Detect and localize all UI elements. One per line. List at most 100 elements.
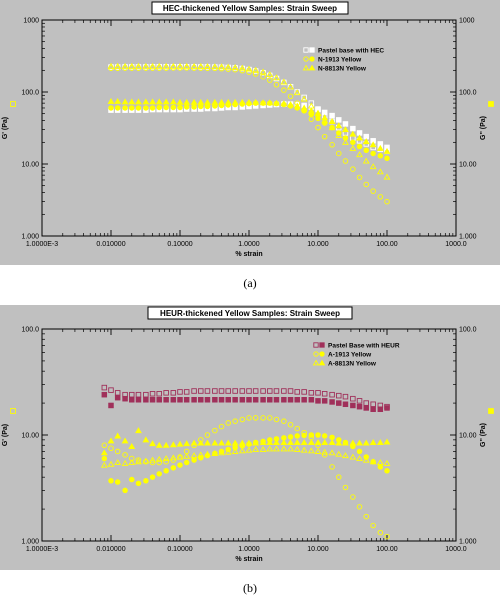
y-tick-label-right: 10.00	[459, 433, 477, 440]
data-point	[239, 397, 246, 403]
data-point	[383, 173, 391, 180]
data-point	[142, 98, 150, 105]
data-point	[183, 452, 191, 459]
data-point	[300, 104, 308, 111]
data-point	[211, 450, 219, 456]
data-point	[204, 439, 211, 446]
y-axis-label-left: G' (Pa)	[2, 424, 9, 446]
data-point	[287, 421, 294, 428]
chart-title-box	[147, 306, 353, 320]
data-point	[356, 448, 363, 455]
data-point	[383, 459, 391, 466]
data-point	[121, 459, 129, 466]
data-point	[260, 415, 266, 421]
y-tick-label-right: 100.0	[459, 90, 477, 97]
data-point	[308, 390, 315, 396]
data-point	[336, 392, 342, 399]
x-tick-label: 1.0000E-3	[26, 241, 58, 248]
y-tick-label-right: 10.00	[459, 162, 477, 169]
y-axis-label-right: G'' (Pa)	[480, 116, 487, 140]
data-point	[218, 388, 225, 394]
data-point	[294, 397, 300, 403]
series-0-pastel-base-with-heur	[101, 384, 390, 410]
data-point	[191, 388, 197, 394]
data-point	[362, 456, 370, 463]
data-point	[335, 450, 343, 457]
data-point	[224, 63, 232, 70]
data-point	[329, 112, 335, 119]
data-point	[321, 390, 328, 397]
data-point	[128, 62, 136, 69]
data-point	[114, 479, 121, 485]
legend-label: A-1913 Yellow	[328, 352, 372, 359]
y-tick-label-left: 1.000	[21, 539, 39, 546]
data-point	[350, 166, 356, 172]
side-marker-right	[488, 408, 494, 414]
data-point	[294, 425, 300, 432]
legend-marker-open	[313, 342, 319, 348]
data-point	[356, 455, 363, 462]
data-point	[315, 432, 321, 438]
data-point	[169, 62, 177, 69]
data-point	[100, 461, 108, 468]
data-point	[239, 388, 246, 394]
data-point	[363, 400, 369, 406]
data-point	[114, 105, 121, 111]
data-point	[212, 388, 218, 394]
data-point	[212, 427, 218, 434]
data-point	[363, 181, 369, 188]
data-point	[100, 449, 108, 456]
data-point	[155, 98, 163, 105]
data-point	[287, 434, 294, 440]
chart-panel-heur: HEUR-thickened Yellow Samples: Strain Sw…	[0, 305, 500, 570]
data-point	[204, 432, 211, 438]
data-point	[342, 138, 349, 145]
data-point	[314, 439, 322, 446]
data-point	[114, 62, 122, 69]
data-point	[328, 449, 336, 456]
data-point	[176, 440, 184, 447]
data-point	[280, 100, 288, 107]
data-point	[315, 398, 321, 404]
data-point	[384, 405, 390, 411]
data-point	[218, 397, 225, 403]
data-point	[122, 487, 128, 494]
data-point	[273, 397, 280, 403]
data-point	[143, 397, 149, 403]
chart-panel-hec: HEC-thickened Yellow Samples: Strain Swe…	[0, 0, 500, 265]
data-point	[129, 105, 135, 111]
data-point	[377, 194, 384, 200]
data-point	[281, 87, 287, 93]
series-4-a-8813n-yellow	[100, 445, 391, 468]
data-point	[155, 441, 163, 448]
series-2-n-1913-yellow	[108, 65, 390, 205]
data-point	[369, 458, 377, 465]
data-point	[293, 89, 301, 96]
data-point	[108, 105, 114, 111]
data-point	[245, 98, 253, 105]
data-point	[129, 391, 135, 398]
data-point	[336, 400, 342, 406]
data-point	[370, 188, 376, 194]
data-point	[135, 98, 142, 105]
data-point	[114, 390, 121, 396]
data-point	[356, 151, 363, 158]
data-point	[273, 74, 280, 81]
series-2-a-1913-yellow	[101, 415, 390, 540]
data-point	[321, 439, 329, 446]
data-point	[108, 387, 114, 393]
data-point	[176, 453, 184, 460]
data-point	[135, 391, 142, 398]
data-point	[377, 406, 384, 412]
data-point	[190, 62, 198, 69]
series-5-a-8813n-yellow	[100, 427, 391, 456]
data-point	[281, 388, 287, 394]
data-point	[252, 439, 260, 446]
chart-hec-svg: HEC-thickened Yellow Samples: Strain Swe…	[2, 1, 494, 258]
data-point	[280, 445, 288, 452]
data-point	[362, 138, 370, 145]
data-point	[163, 390, 169, 396]
data-point	[307, 107, 315, 114]
data-point	[246, 69, 252, 75]
x-tick-label: 1000.0	[445, 241, 467, 248]
